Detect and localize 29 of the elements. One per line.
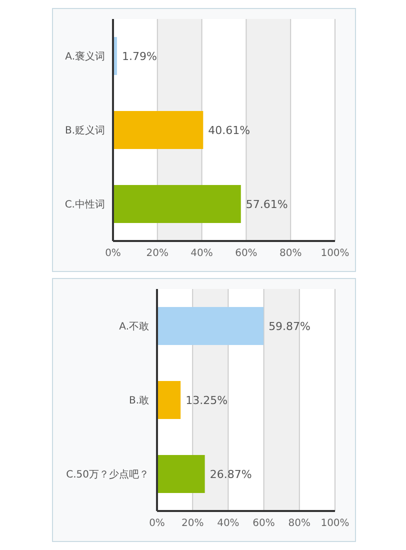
bar — [113, 185, 241, 223]
bar — [113, 111, 204, 149]
y-tick-label: A.褒义词 — [65, 50, 105, 63]
x-tick-label: 80% — [279, 248, 302, 260]
bar — [157, 381, 181, 419]
x-tick-label: 100% — [320, 248, 350, 260]
data-label: 59.87% — [268, 320, 311, 333]
data-label: 1.79% — [122, 50, 157, 63]
data-label: 57.61% — [246, 198, 288, 211]
y-tick-label: B.敢 — [128, 396, 149, 407]
x-tick-label: 60% — [235, 248, 258, 260]
data-label: 40.61% — [208, 124, 250, 137]
data-label: 13.25% — [186, 394, 228, 407]
x-tick-label: 20% — [146, 248, 169, 260]
bar — [157, 455, 205, 493]
y-tick-label: C.50万？少点吧？ — [66, 468, 149, 481]
x-tick-label: 0% — [149, 518, 165, 530]
x-tick-label: 60% — [252, 518, 275, 530]
x-tick-label: 100% — [320, 518, 350, 530]
y-tick-label: B.贬义词 — [64, 124, 105, 137]
x-tick-label: 40% — [217, 518, 240, 530]
y-tick-label: A.不敢 — [119, 322, 149, 333]
data-label: 26.87% — [210, 468, 252, 481]
x-tick-label: 20% — [181, 518, 204, 530]
x-tick-label: 0% — [105, 248, 121, 260]
x-tick-label: 40% — [190, 248, 213, 260]
y-tick-label: C.中性词 — [64, 198, 105, 211]
x-tick-label: 80% — [288, 518, 311, 530]
bar — [157, 307, 264, 345]
